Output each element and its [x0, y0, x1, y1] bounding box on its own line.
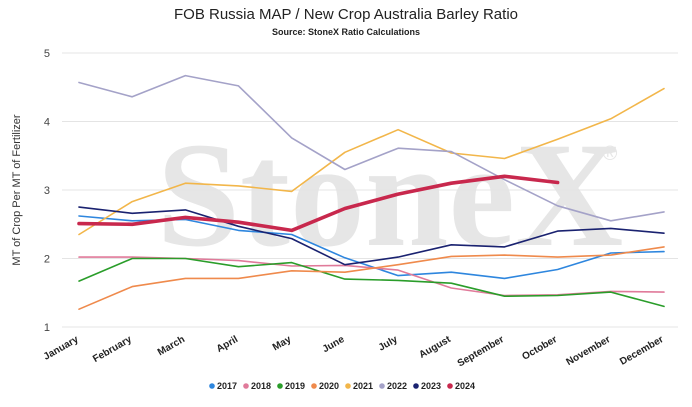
series-line-2022 — [78, 74, 665, 222]
gridlines — [62, 52, 678, 328]
legend-marker-2018 — [243, 383, 249, 389]
series-line-2023 — [78, 206, 665, 266]
legend: 2017 2018 2019 2020 2021 2022 2023 2024 — [209, 381, 475, 391]
x-tick-label: November — [564, 334, 612, 368]
legend-marker-2022 — [379, 383, 385, 389]
y-tick-label: 1 — [44, 322, 50, 334]
y-tick-label: 2 — [44, 254, 50, 266]
chart-title: FOB Russia MAP / New Crop Australia Barl… — [173, 6, 518, 23]
legend-label-2020: 2020 — [319, 381, 339, 391]
chart-subtitle: Source: StoneX Ratio Calculations — [271, 27, 421, 37]
x-tick-label: June — [321, 334, 347, 355]
y-axis: 1 2 3 4 5 — [44, 48, 50, 334]
legend-label-2023: 2023 — [421, 381, 441, 391]
series-line-2024 — [77, 174, 560, 233]
x-tick-label: September — [456, 334, 506, 369]
legend-marker-2024 — [447, 383, 453, 389]
series-line-2019 — [78, 257, 665, 308]
y-tick-label: 5 — [44, 48, 50, 60]
x-axis: January February March April May June July Augu… — [42, 334, 666, 370]
x-tick-label: May — [271, 334, 294, 353]
legend-marker-2019 — [277, 383, 283, 389]
series-line-2020 — [78, 246, 665, 311]
watermark-registered-mark: ® — [603, 143, 618, 165]
x-tick-label: April — [215, 334, 240, 355]
y-tick-label: 3 — [44, 185, 50, 197]
y-axis-label: MT of Crop Per MT of Fertilizer — [11, 114, 23, 266]
legend-label-2022: 2022 — [387, 381, 407, 391]
legend-marker-2020 — [311, 383, 317, 389]
legend-label-2017: 2017 — [217, 381, 237, 391]
x-tick-label: March — [156, 334, 187, 358]
y-tick-label: 4 — [44, 117, 50, 129]
x-tick-label: August — [417, 334, 453, 361]
series-lines — [77, 74, 665, 311]
legend-label-2018: 2018 — [251, 381, 271, 391]
x-tick-label: January — [42, 334, 81, 363]
legend-marker-2021 — [345, 383, 351, 389]
x-tick-label: October — [520, 334, 559, 363]
legend-marker-2017 — [209, 383, 215, 389]
x-tick-label: July — [377, 334, 400, 354]
x-tick-label: December — [618, 334, 665, 368]
legend-label-2024: 2024 — [455, 381, 475, 391]
series-line-2021 — [78, 87, 665, 236]
x-tick-label: February — [91, 334, 134, 365]
legend-marker-2023 — [413, 383, 419, 389]
legend-label-2019: 2019 — [285, 381, 305, 391]
legend-label-2021: 2021 — [353, 381, 373, 391]
